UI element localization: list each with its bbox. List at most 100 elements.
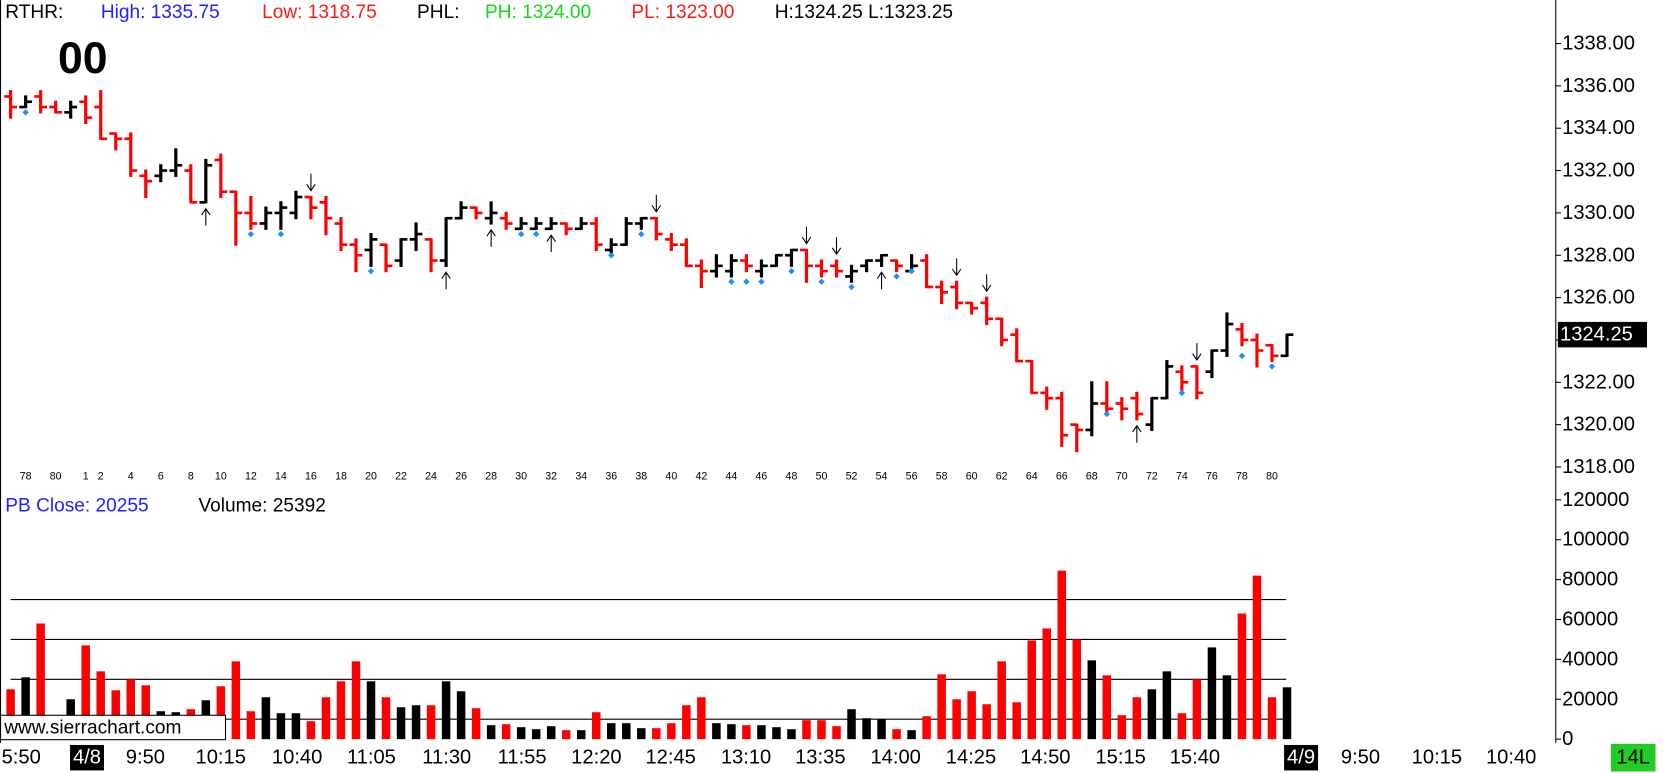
volume-bar: [486, 725, 496, 740]
volume-bar: [471, 708, 481, 740]
bar-number: 32: [545, 470, 557, 482]
y-tick-label: 1322.00: [1562, 371, 1635, 393]
volume-bar: [261, 697, 271, 740]
volume-bar: [36, 623, 45, 740]
volume-bar: [1057, 570, 1066, 740]
bar-number: 18: [335, 470, 347, 482]
arrow-down: [1192, 343, 1202, 362]
volume-bar: [216, 686, 226, 740]
volume-bar: [1162, 671, 1172, 740]
volume-bar: [1237, 613, 1247, 740]
time-label: 14:00: [870, 747, 920, 769]
arrow-up: [546, 234, 556, 253]
volume-bar: [126, 679, 135, 740]
arrow-up: [1132, 424, 1142, 443]
header-item: H:1324.25 L:1323.25: [775, 2, 953, 23]
bar-number: 64: [1026, 470, 1038, 482]
volume-header-item: PB Close: 20255: [5, 496, 148, 517]
bar-number: 26: [455, 470, 467, 482]
signal-dot: [1178, 389, 1186, 397]
volume-bar: [141, 685, 151, 740]
date-box: [70, 744, 104, 771]
signal-dot: [1268, 363, 1276, 370]
last-price-label: 1324.25: [1560, 324, 1633, 346]
bar-number: 30: [515, 470, 527, 482]
signal-dot: [533, 230, 540, 238]
bar-number: 80: [50, 470, 62, 482]
volume-bar: [276, 713, 286, 740]
volume-bar: [682, 705, 691, 740]
bar-number: 78: [20, 470, 32, 482]
volume-bar: [546, 726, 556, 740]
bar-number: 72: [1146, 470, 1158, 482]
bar-number: 70: [1116, 470, 1128, 482]
time-label: 10:15: [196, 747, 246, 769]
bar-number: 42: [695, 470, 707, 482]
signal-dot: [1238, 352, 1246, 360]
y-tick-label: 1332.00: [1562, 160, 1635, 182]
y-tick-label: 40000: [1562, 648, 1618, 670]
time-label: 13:10: [721, 747, 771, 769]
badge-box: [1610, 743, 1656, 772]
volume-bar: [306, 721, 316, 740]
volume-bar: [81, 645, 90, 740]
volume-bar: [456, 691, 466, 740]
y-tick-label: 1318.00: [1562, 456, 1635, 478]
volume-bar: [877, 719, 886, 740]
volume-bar: [1267, 697, 1277, 740]
volume-bar: [336, 681, 346, 740]
bar-number: 56: [906, 470, 918, 482]
volume-bar: [1072, 639, 1082, 740]
volume-bar: [396, 707, 406, 740]
volume-bar: [727, 724, 736, 740]
last-price-box: [1557, 321, 1648, 348]
arrow-down: [306, 173, 316, 192]
volume-bar: [1222, 675, 1232, 740]
bar-number: 12: [245, 470, 257, 482]
bar-number: 14: [275, 470, 287, 482]
signal-dot: [848, 283, 855, 291]
y-tick-label: 100000: [1562, 529, 1629, 551]
volume-bar: [652, 728, 661, 740]
volume-bar: [1117, 715, 1127, 740]
bar-number: 76: [1206, 470, 1218, 482]
bar-number: 58: [936, 470, 948, 482]
bar-number: 66: [1056, 470, 1068, 482]
bar-number: 10: [215, 470, 227, 482]
bar-number: 8: [188, 470, 194, 482]
volume-bar: [351, 661, 361, 740]
time-label: 9:50: [126, 747, 165, 769]
volume-bar: [667, 723, 676, 740]
volume-bar: [622, 723, 631, 740]
time-label: 5:50: [2, 747, 41, 769]
volume-bar: [712, 723, 721, 740]
volume-bar: [411, 705, 421, 740]
arrow-up: [486, 228, 496, 247]
bar-number: 2: [98, 470, 104, 482]
volume-bar: [982, 704, 991, 740]
bar-number: 4: [128, 470, 134, 482]
bar-number: 20: [365, 470, 377, 482]
date-label: 4/8: [73, 747, 101, 769]
volume-bar: [832, 726, 841, 740]
volume-bar: [907, 730, 916, 740]
volume-bar: [366, 681, 376, 740]
time-label: 10:40: [272, 747, 322, 769]
badge: 14L: [1616, 747, 1650, 769]
volume-header-item: Volume: 25392: [198, 496, 325, 517]
volume-bar: [96, 671, 105, 740]
volume-bar: [757, 725, 766, 740]
y-tick-label: 1328.00: [1562, 244, 1635, 266]
time-label: 14:50: [1020, 747, 1070, 769]
time-label: 14:25: [946, 747, 996, 769]
volume-bar: [231, 661, 241, 740]
volume-bar: [561, 730, 571, 740]
arrow-down: [951, 258, 962, 277]
volume-bar: [922, 716, 931, 740]
bar-number: 46: [756, 470, 768, 482]
volume-bar: [862, 718, 871, 740]
volume-bar: [1147, 689, 1157, 740]
volume-bar: [1102, 675, 1112, 740]
